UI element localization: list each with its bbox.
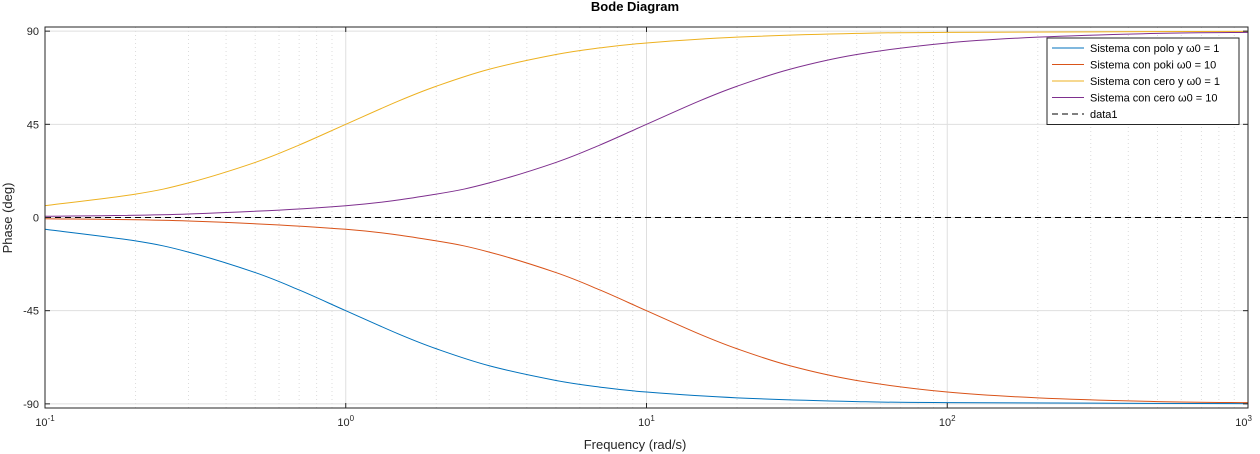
legend-entry-label: Sistema con cero y ω0 = 1 xyxy=(1090,76,1220,88)
series-layer xyxy=(44,30,1249,405)
x-tick-label: 100 xyxy=(337,414,354,429)
x-axis-label: Frequency (rad/s) xyxy=(584,437,687,452)
y-tick-label: 45 xyxy=(27,119,39,131)
y-tick-label: 90 xyxy=(27,26,39,38)
x-tick-label: 102 xyxy=(939,414,956,429)
y-tick-label: -45 xyxy=(23,306,39,318)
y-axis-ticks: 90 45 0 -45 -90 xyxy=(23,26,1248,411)
y-axis-label: Phase (deg) xyxy=(0,183,15,254)
series-line xyxy=(44,31,1249,217)
series-line xyxy=(44,30,1249,207)
legend[interactable]: Sistema con polo y ω0 = 1 Sistema con pok… xyxy=(1046,37,1240,125)
x-tick-label: 10-1 xyxy=(35,414,55,429)
chart-title: Bode Diagram xyxy=(591,0,679,14)
x-tick-label: 101 xyxy=(638,414,655,429)
legend-entry-label: Sistema con cero ω0 = 10 xyxy=(1090,93,1218,105)
x-tick-label: 103 xyxy=(1235,414,1252,429)
series-line xyxy=(44,218,1249,404)
x-axis-ticks: 10-1 100 101 102 103 xyxy=(35,27,1253,429)
series-line xyxy=(44,228,1249,405)
y-tick-label: 0 xyxy=(33,213,39,225)
legend-entry-label: Sistema con polo y ω0 = 1 xyxy=(1090,43,1219,55)
y-tick-label: -90 xyxy=(23,399,39,411)
legend-entry-label: Sistema con poki ω0 = 10 xyxy=(1090,60,1216,72)
legend-entry-label: data1 xyxy=(1090,109,1118,121)
